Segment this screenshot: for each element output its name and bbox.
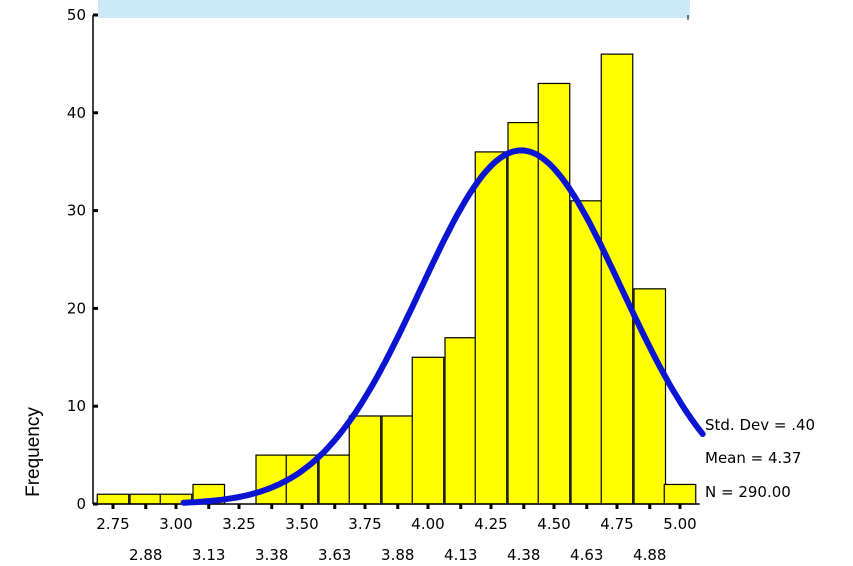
histogram-bar [318,454,352,505]
x-tick-label: 3.88 [381,546,414,564]
x-tick-label: 4.00 [411,515,444,533]
y-axis-label: Frequency [23,407,44,497]
x-tick-label: 3.13 [192,546,225,564]
x-tick-label: 2.88 [129,546,162,564]
histogram-bar [663,483,697,505]
histogram-bar [411,356,445,505]
histogram-bar [96,493,130,505]
x-tick-label: 3.00 [159,515,192,533]
x-tick-label: 2.75 [96,515,129,533]
top-band [98,0,690,18]
n-label: N = 290.00 [705,483,791,501]
x-tick-label: 3.75 [348,515,381,533]
histogram-bar [507,121,541,505]
histogram-bar [537,82,571,505]
x-tick-label: 4.50 [537,515,570,533]
bars-group [96,53,697,505]
x-tick-label: 5.00 [663,515,696,533]
y-tick-label: 40 [67,104,86,122]
x-tick-label: 3.38 [255,546,288,564]
x-tick-label: 3.25 [222,515,255,533]
histogram-bar [348,415,382,505]
x-tick-label: 4.25 [474,515,507,533]
y-tick-label: 30 [67,202,86,220]
x-tick-label: 3.50 [285,515,318,533]
x-tick-label: 4.75 [600,515,633,533]
y-tick-label: 20 [67,299,86,317]
histogram-bar [444,337,478,505]
x-tick-label: 4.13 [444,546,477,564]
histogram-bar [570,200,604,505]
y-tick-label: 50 [67,6,86,24]
x-tick-label: 4.88 [633,546,666,564]
histogram-bar [474,151,508,505]
normal-curve [180,147,706,506]
histogram-bar [381,415,415,505]
y-tick-label: 10 [67,397,86,415]
std-dev-label: Std. Dev = .40 [705,416,815,434]
mean-label: Mean = 4.37 [705,449,801,467]
y-tick-label: 0 [76,495,86,513]
histogram-bar [129,493,163,505]
x-tick-label: 3.63 [318,546,351,564]
x-tick-label: 4.38 [507,546,540,564]
x-tick-label: 4.63 [570,546,603,564]
